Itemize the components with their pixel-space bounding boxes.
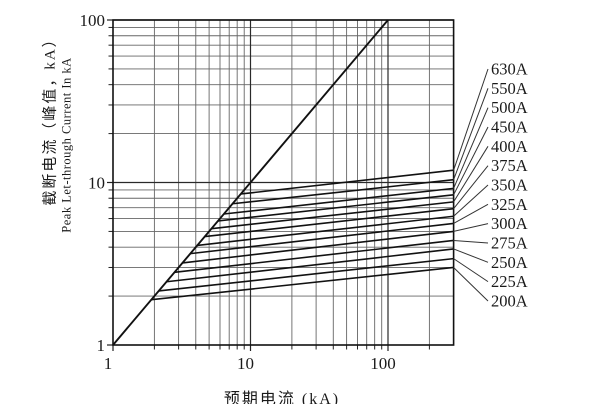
- x-tick-label-10: 10: [237, 354, 254, 373]
- leader-line-500A: [453, 107, 489, 189]
- leader-line-630A: [453, 68, 489, 171]
- grid-lines: [113, 19, 454, 345]
- fuse-curve-375A: [204, 207, 454, 238]
- fuse-curve-400A: [211, 201, 454, 230]
- x-tick-label-1: 1: [104, 354, 113, 373]
- fuse-curve-200A: [151, 266, 454, 301]
- curve-label-200A: 200A: [491, 291, 528, 310]
- curve-label-225A: 225A: [491, 272, 528, 291]
- fuse-curve-630A: [240, 169, 454, 195]
- curve-labels: 630A550A500A450A400A375A350A325A300A275A…: [453, 60, 528, 310]
- leader-line-250A: [453, 248, 489, 263]
- curve-label-275A: 275A: [491, 233, 528, 252]
- leader-line-400A: [453, 146, 489, 203]
- curve-label-450A: 450A: [491, 117, 528, 136]
- axis-ticks: [107, 19, 430, 351]
- curve-label-500A: 500A: [491, 98, 528, 117]
- curve-label-350A: 350A: [491, 175, 528, 194]
- leader-line-325A: [453, 203, 489, 224]
- curve-label-375A: 375A: [491, 156, 528, 175]
- curve-label-630A: 630A: [491, 60, 528, 79]
- leader-line-275A: [453, 239, 489, 244]
- y-tick-label-10: 10: [88, 174, 105, 193]
- fuse-curve-500A: [223, 187, 454, 215]
- fuse-curves: [151, 169, 454, 301]
- fuse-curve-550A: [232, 178, 454, 205]
- plot-border: [112, 19, 455, 346]
- y-tick-label-100: 100: [80, 11, 106, 30]
- fuse-curve-450A: [217, 194, 454, 222]
- fuse-curve-350A: [197, 215, 454, 247]
- fuse-curve-325A: [190, 222, 454, 255]
- x-tick-label-100: 100: [370, 354, 396, 373]
- leader-line-450A: [453, 126, 489, 196]
- curve-label-550A: 550A: [491, 79, 528, 98]
- fuse-curve-300A: [182, 230, 454, 264]
- curve-label-250A: 250A: [491, 253, 528, 272]
- leader-line-200A: [453, 267, 489, 302]
- leader-line-225A: [453, 258, 489, 283]
- curve-label-400A: 400A: [491, 137, 528, 156]
- leader-line-350A: [453, 184, 489, 217]
- leader-line-300A: [453, 223, 489, 232]
- tick-labels: 1 10 100 1 10 100: [80, 11, 396, 373]
- fuse-curve-250A: [166, 248, 454, 283]
- fuse-curve-225A: [158, 257, 454, 292]
- curve-label-325A: 325A: [491, 195, 528, 214]
- y-tick-label-1: 1: [97, 336, 106, 355]
- leader-line-550A: [453, 88, 489, 180]
- x-axis-title: 预期电流 (kA): [223, 391, 341, 404]
- fuse-curve-275A: [174, 239, 454, 274]
- curve-label-300A: 300A: [491, 214, 528, 233]
- leader-line-375A: [453, 165, 489, 209]
